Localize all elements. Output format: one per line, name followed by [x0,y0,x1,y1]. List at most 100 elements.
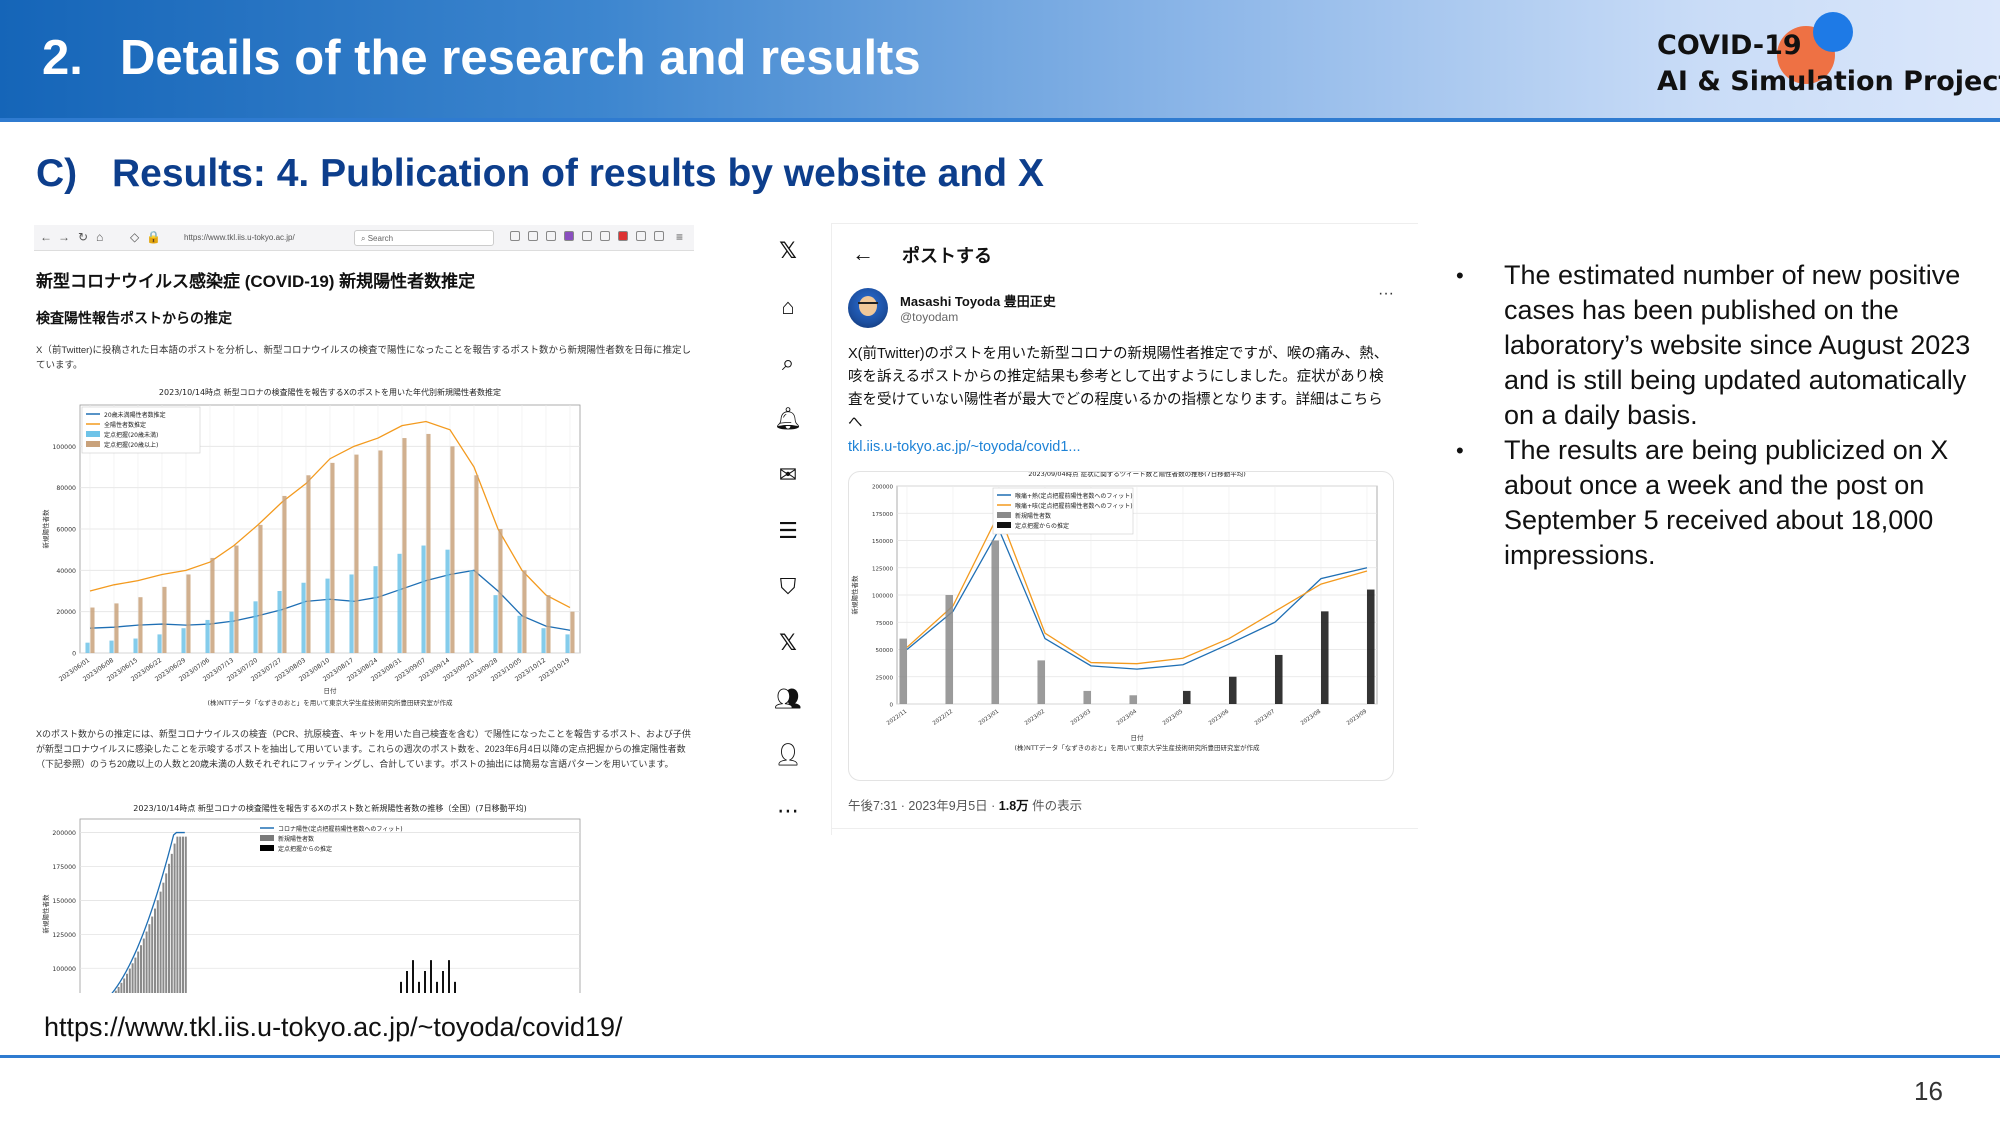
bar [402,438,407,653]
bar [517,615,522,653]
bar [349,574,354,653]
back-arrow-icon[interactable]: ← [852,241,874,266]
grid-icon[interactable] [582,231,592,241]
x-axis-label: 日付 [1131,733,1145,742]
bar [1275,654,1283,704]
bookmark-icon[interactable]: ⛉ [779,574,797,599]
bar [234,545,239,653]
bar [85,642,90,653]
extension-icon[interactable] [564,231,574,241]
sync-icon[interactable] [636,231,646,241]
post-link[interactable]: tkl.iis.u-tokyo.ac.jp/~toyoda/covid1... [848,439,1081,455]
settings-icon[interactable] [654,231,664,241]
bar [173,843,176,993]
bar [179,836,182,993]
x-tick-label: 2023/08 [1300,708,1323,726]
bar [90,607,95,653]
y-tick-label: 60000 [56,527,76,534]
screenshot-icon[interactable] [600,231,610,241]
bar [418,981,420,993]
page-number: 16 [1914,1076,1943,1106]
logo-blue-circle [1813,12,1853,52]
author-name[interactable]: Masashi Toyoda 豊田正史 [900,294,1056,309]
legend-label: 定点把握からの推定 [278,845,332,853]
bullet-dot: • [1456,263,1464,288]
home-icon[interactable]: ⌂ [781,294,795,319]
bar [142,938,145,993]
avatar[interactable] [848,288,888,328]
author-handle[interactable]: @toyodam [900,310,959,324]
chart-source: (株)NTTデータ「なずきのおと」を用いて東京大学生産技術研究所豊田研究室が作成 [1014,743,1260,752]
bar [406,971,408,993]
bell-icon[interactable]: 🔔︎ [774,406,802,431]
x-tick-label: 2023/09 [1346,708,1369,726]
mail-icon[interactable]: ✉ [778,462,798,487]
post-timestamp[interactable]: 午後7:31 · 2023年9月5日 · [848,799,999,813]
series-line [111,831,185,993]
search-icon[interactable]: ⌕ [781,350,795,375]
bar [162,586,167,653]
legend-label: 定点把握(20歳未満) [104,431,158,439]
project-logo: COVID-19 AI & Simulation Project [1657,12,2000,106]
communities-icon[interactable]: 👥︎ [774,686,802,711]
bar [170,853,173,993]
subtitle-text: Results: 4. Publication of results by we… [112,152,1044,195]
chart-title: 2023/10/14時点 新型コロナの検査陽性を報告するXのポスト数と新規陽性者… [133,803,526,813]
post-text: X(前Twitter)のポストを用いた新型コロナの新規陽性者推定ですが、喉の痛み… [848,346,1389,431]
url-field[interactable]: https://www.tkl.iis.u-tokyo.ac.jp/ [184,233,295,242]
chart-title: 2023/09/04時点 症状に関するツイート数と陽性者数の推移(7日移動平均) [1028,472,1246,478]
age-group-chart: 2023/10/14時点 新型コロナの検査陽性を報告するXのポストを用いた年代別… [41,387,581,707]
bar [253,601,258,653]
bar [373,566,378,653]
more-options-icon[interactable]: ··· [1378,285,1394,302]
views-count: 1.8万 [998,799,1029,813]
legend-box [81,406,201,454]
post-image[interactable]: 2023/09/04時点 症状に関するツイート数と陽性者数の推移(7日移動平均)… [848,471,1394,781]
x-tick-label: 2023/01 [978,709,1000,727]
bar [159,891,162,993]
profile-icon[interactable]: 👤︎ [774,742,802,767]
y-tick-label: 100000 [52,444,76,451]
list-icon[interactable]: ☰ [778,518,798,543]
y-tick-label: 200000 [52,830,76,837]
lock-icon: 🔒 [146,230,161,244]
bar [154,908,156,993]
menu-icon[interactable]: ≡ [676,230,684,244]
pocket-icon[interactable] [510,231,520,241]
library-icon[interactable] [528,231,538,241]
forward-arrow-icon[interactable]: → [58,230,70,244]
x-premium-icon[interactable]: 𝕏 [779,630,797,655]
search-input[interactable]: ⌕ Search [354,230,494,246]
bar [210,557,215,653]
back-arrow-icon[interactable]: ← [40,230,52,244]
legend-label: 喉痛+熱(定点把握前陽性者数へのフィット) [1015,492,1133,500]
bar [565,634,570,653]
legend-swatch [997,522,1011,528]
y-tick-label: 0 [72,651,76,658]
bar [424,971,426,993]
home-icon[interactable]: ⌂ [96,230,104,244]
y-tick-label: 20000 [56,609,76,616]
symptom-tweets-chart: 2023/09/04時点 症状に関するツイート数と陽性者数の推移(7日移動平均)… [850,472,1378,752]
bar [1367,589,1375,704]
bar [899,638,907,704]
footer-divider [0,1055,2000,1058]
more-icon[interactable]: ⋯ [777,798,799,823]
bullet-text: The results are being publicized on X ab… [1504,435,1949,570]
x-post-screenshot: 𝕏 ⌂ ⌕ 🔔︎ ✉ ☰ ⛉ 𝕏 👥︎ 👤︎ ⋯ ← ポストする Masashi… [760,223,1418,835]
bar [421,545,426,653]
chart-title: 2023/10/14時点 新型コロナの検査陽性を報告するXのポストを用いた年代別… [159,387,501,397]
notification-badge-icon[interactable] [618,231,628,241]
bullet-item: • The results are being publicized on X a… [1456,433,1976,573]
reload-icon[interactable]: ↻ [78,230,89,244]
post-meta: 午後7:31 · 2023年9月5日 · 1.8万 件の表示 [848,795,1082,814]
x-tick-label: 2022/11 [886,709,908,727]
bar [114,603,119,653]
legend-swatch [86,431,100,437]
bullet-dot: • [1456,438,1464,463]
bar [205,619,210,653]
reader-icon[interactable] [546,231,556,241]
bar [140,945,142,993]
x-logo-icon[interactable]: 𝕏 [779,238,797,263]
footer-url[interactable]: https://www.tkl.iis.u-tokyo.ac.jp/~toyod… [44,1012,623,1042]
